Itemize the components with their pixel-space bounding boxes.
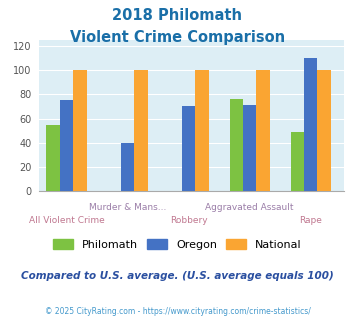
Bar — [291, 132, 304, 191]
Text: Murder & Mans...: Murder & Mans... — [89, 203, 166, 212]
Bar — [60, 100, 73, 191]
Text: © 2025 CityRating.com - https://www.cityrating.com/crime-statistics/: © 2025 CityRating.com - https://www.city… — [45, 307, 310, 316]
Bar — [230, 99, 243, 191]
Text: Aggravated Assault: Aggravated Assault — [206, 203, 294, 212]
Bar — [304, 58, 317, 191]
Bar — [256, 70, 270, 191]
Bar — [182, 106, 195, 191]
Text: 2018 Philomath: 2018 Philomath — [113, 8, 242, 23]
Bar — [195, 70, 209, 191]
Bar — [317, 70, 331, 191]
Bar — [134, 70, 148, 191]
Bar — [73, 70, 87, 191]
Text: Violent Crime Comparison: Violent Crime Comparison — [70, 30, 285, 45]
Legend: Philomath, Oregon, National: Philomath, Oregon, National — [49, 235, 306, 254]
Text: All Violent Crime: All Violent Crime — [29, 216, 104, 225]
Bar — [243, 105, 256, 191]
Text: Compared to U.S. average. (U.S. average equals 100): Compared to U.S. average. (U.S. average … — [21, 271, 334, 280]
Bar — [47, 125, 60, 191]
Text: Rape: Rape — [299, 216, 322, 225]
Bar — [121, 143, 134, 191]
Text: Robbery: Robbery — [170, 216, 207, 225]
